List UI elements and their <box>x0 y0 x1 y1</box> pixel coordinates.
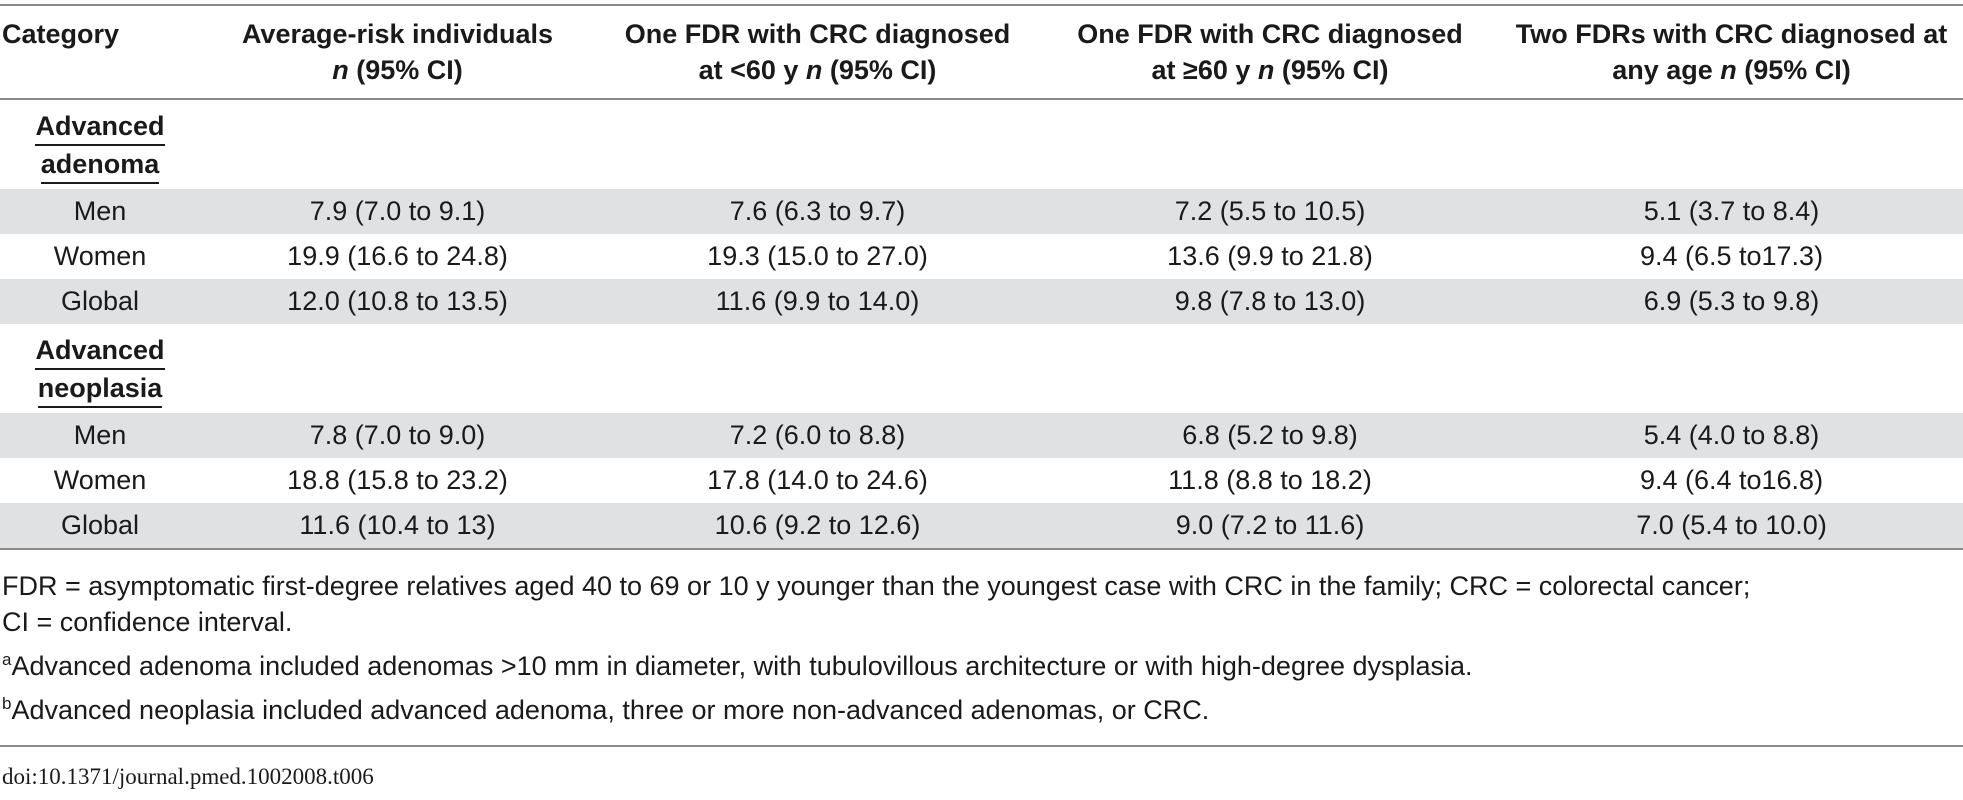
table-cell: 7.8 (7.0 to 9.0) <box>200 413 595 458</box>
row-category: Men <box>0 413 200 458</box>
table-row: Men 7.8 (7.0 to 9.0) 7.2 (6.0 to 8.8) 6.… <box>0 413 1963 458</box>
footnote-b: bAdvanced neoplasia included advanced ad… <box>2 694 1210 725</box>
table-cell: 7.6 (6.3 to 9.7) <box>595 189 1040 234</box>
data-table: Category Average-risk individuals n (95%… <box>0 6 1963 550</box>
table-cell: 10.6 (9.2 to 12.6) <box>595 503 1040 550</box>
table-cell: 19.3 (15.0 to 27.0) <box>595 234 1040 279</box>
header-average-risk: Average-risk individuals n (95% CI) <box>200 6 595 100</box>
section-row-advanced-adenoma: Advanced adenoma <box>0 99 1963 189</box>
row-category: Global <box>0 279 200 324</box>
table-cell: 9.0 (7.2 to 11.6) <box>1040 503 1500 550</box>
section-label: Advanced adenoma <box>0 99 200 189</box>
doi-label: doi:10.1371/journal.pmed.1002008.t006 <box>2 764 374 789</box>
table-cell: 13.6 (9.9 to 21.8) <box>1040 234 1500 279</box>
table-cell: 9.8 (7.8 to 13.0) <box>1040 279 1500 324</box>
table-cell: 9.4 (6.4 to16.8) <box>1500 458 1963 503</box>
table-cell: 6.8 (5.2 to 9.8) <box>1040 413 1500 458</box>
top-rule <box>0 4 1963 6</box>
table-cell: 11.6 (10.4 to 13) <box>200 503 595 550</box>
table-cell: 6.9 (5.3 to 9.8) <box>1500 279 1963 324</box>
footnote-a: aAdvanced adenoma included adenomas >10 … <box>2 650 1473 681</box>
table-cell: 7.2 (5.5 to 10.5) <box>1040 189 1500 234</box>
section-row-advanced-neoplasia: Advanced neoplasia <box>0 324 1963 413</box>
table-cell: 9.4 (6.5 to17.3) <box>1500 234 1963 279</box>
table-row: Global 12.0 (10.8 to 13.5) 11.6 (9.9 to … <box>0 279 1963 324</box>
row-category: Women <box>0 458 200 503</box>
abbreviations-note: FDR = asymptomatic first-degree relative… <box>2 571 1751 637</box>
table-cell: 12.0 (10.8 to 13.5) <box>200 279 595 324</box>
table-cell: 18.8 (15.8 to 23.2) <box>200 458 595 503</box>
section-label: Advanced neoplasia <box>0 324 200 413</box>
header-one-fdr-60-plus: One FDR with CRC diagnosed at ≥60 y n (9… <box>1040 6 1500 100</box>
table-cell: 7.0 (5.4 to 10.0) <box>1500 503 1963 550</box>
table-cell: 17.8 (14.0 to 24.6) <box>595 458 1040 503</box>
table-cell: 5.4 (4.0 to 8.8) <box>1500 413 1963 458</box>
table-row: Women 19.9 (16.6 to 24.8) 19.3 (15.0 to … <box>0 234 1963 279</box>
row-category: Men <box>0 189 200 234</box>
table-row: Men 7.9 (7.0 to 9.1) 7.6 (6.3 to 9.7) 7.… <box>0 189 1963 234</box>
table-row: Women 18.8 (15.8 to 23.2) 17.8 (14.0 to … <box>0 458 1963 503</box>
row-category: Women <box>0 234 200 279</box>
header-one-fdr-under-60: One FDR with CRC diagnosed at <60 y n (9… <box>595 6 1040 100</box>
table-cell: 7.2 (6.0 to 8.8) <box>595 413 1040 458</box>
table-cell: 19.9 (16.6 to 24.8) <box>200 234 595 279</box>
row-category: Global <box>0 503 200 550</box>
bottom-rule <box>0 745 1963 747</box>
header-row: Category Average-risk individuals n (95%… <box>0 6 1963 100</box>
table-cell: 5.1 (3.7 to 8.4) <box>1500 189 1963 234</box>
table-footnotes: FDR = asymptomatic first-degree relative… <box>2 568 1957 736</box>
table-row: Global 11.6 (10.4 to 13) 10.6 (9.2 to 12… <box>0 503 1963 550</box>
table-cell: 7.9 (7.0 to 9.1) <box>200 189 595 234</box>
table-cell: 11.8 (8.8 to 18.2) <box>1040 458 1500 503</box>
table-cell: 11.6 (9.9 to 14.0) <box>595 279 1040 324</box>
header-category: Category <box>0 6 200 100</box>
header-two-fdrs-any-age: Two FDRs with CRC diagnosed at any age n… <box>1500 6 1963 100</box>
